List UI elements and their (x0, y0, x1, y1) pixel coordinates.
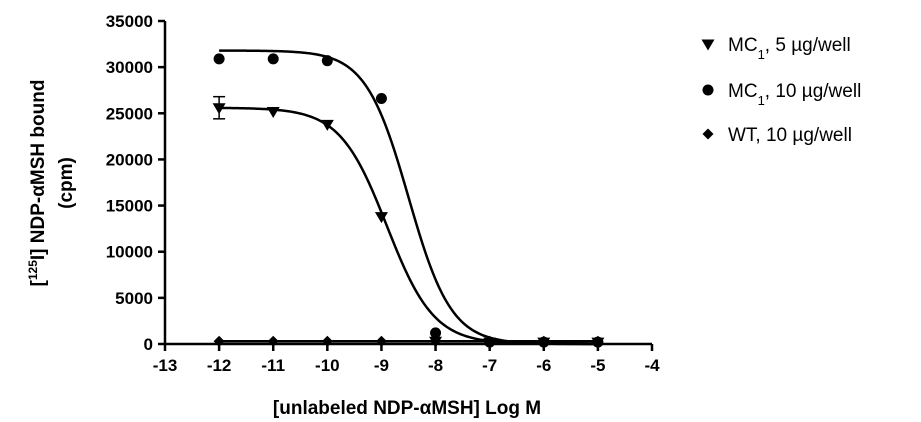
legend-marker (701, 39, 715, 51)
legend-label: MC1, 10 µg/well (728, 81, 861, 108)
legend-subscript: 1 (758, 47, 765, 62)
x-tick-label: -9 (374, 356, 389, 375)
x-tick-label: -4 (644, 356, 660, 375)
y-tick-label: 30000 (106, 58, 153, 77)
data-point (375, 93, 387, 105)
legend-subscript: 1 (758, 93, 765, 108)
legend-text-part: , 10 µg/well (765, 81, 862, 102)
fit-curves (219, 49, 598, 346)
data-point (213, 53, 225, 65)
y-tick-label: 10000 (106, 243, 153, 262)
data-point (267, 335, 279, 347)
x-tick-label: -8 (428, 356, 443, 375)
data-point (430, 335, 442, 347)
y-axis-title-line2: (cpm) (56, 157, 77, 209)
data-point (320, 119, 334, 131)
y-axis-title-part: I] NDP-αMSH bound (28, 80, 49, 261)
legend-text-part: MC (728, 81, 758, 102)
y-tick-label: 15000 (106, 197, 153, 216)
y-tick-label: 0 (144, 335, 153, 354)
data-point (592, 335, 604, 347)
x-tick-label: -7 (482, 356, 497, 375)
x-tick-label: -12 (207, 356, 232, 375)
x-tick-label: -10 (315, 356, 340, 375)
y-axis-title-line1: [125I] NDP-αMSH bound (26, 80, 49, 287)
data-points (212, 53, 605, 349)
y-tick-label: 5000 (115, 289, 153, 308)
data-point (267, 53, 279, 65)
y-axis-title: [125I] NDP-αMSH bound (cpm) (26, 80, 77, 287)
data-point (266, 106, 280, 118)
data-point (484, 335, 496, 347)
y-axis-title-superscript: 125 (26, 260, 40, 280)
legend-label: MC1, 5 µg/well (728, 35, 851, 62)
x-tick-label: -6 (536, 356, 551, 375)
data-point (430, 327, 442, 339)
x-tick-label: -11 (261, 356, 285, 375)
y-axis-title-part: [ (28, 279, 49, 286)
data-point (213, 335, 225, 347)
legend-text-part: MC (728, 35, 758, 56)
legend-marker (702, 84, 714, 96)
legend-label: WT, 10 µg/well (728, 125, 852, 146)
data-point (212, 103, 226, 115)
y-tick-label: 35000 (106, 12, 153, 31)
x-axis-title: [unlabeled NDP-αMSH] Log M (273, 398, 541, 419)
data-point (321, 55, 333, 67)
legend-text-part: WT, 10 µg/well (728, 125, 852, 146)
data-point (538, 335, 550, 347)
axes: -13 -12 -11 -10 -9 -8 -7 -6 -5 -4 0 5000 10000 15000 2… (106, 12, 660, 375)
y-tick-label: 20000 (106, 150, 153, 169)
data-point (375, 335, 387, 347)
data-point (374, 212, 388, 224)
legend-text-part: , 5 µg/well (765, 35, 851, 56)
data-point (321, 335, 333, 347)
x-tick-label: -13 (153, 356, 178, 375)
fit-curve (219, 106, 598, 346)
y-tick-label: 25000 (106, 104, 153, 123)
fit-curve (219, 49, 598, 346)
x-tick-label: -5 (590, 356, 605, 375)
legend-marker (702, 128, 714, 140)
